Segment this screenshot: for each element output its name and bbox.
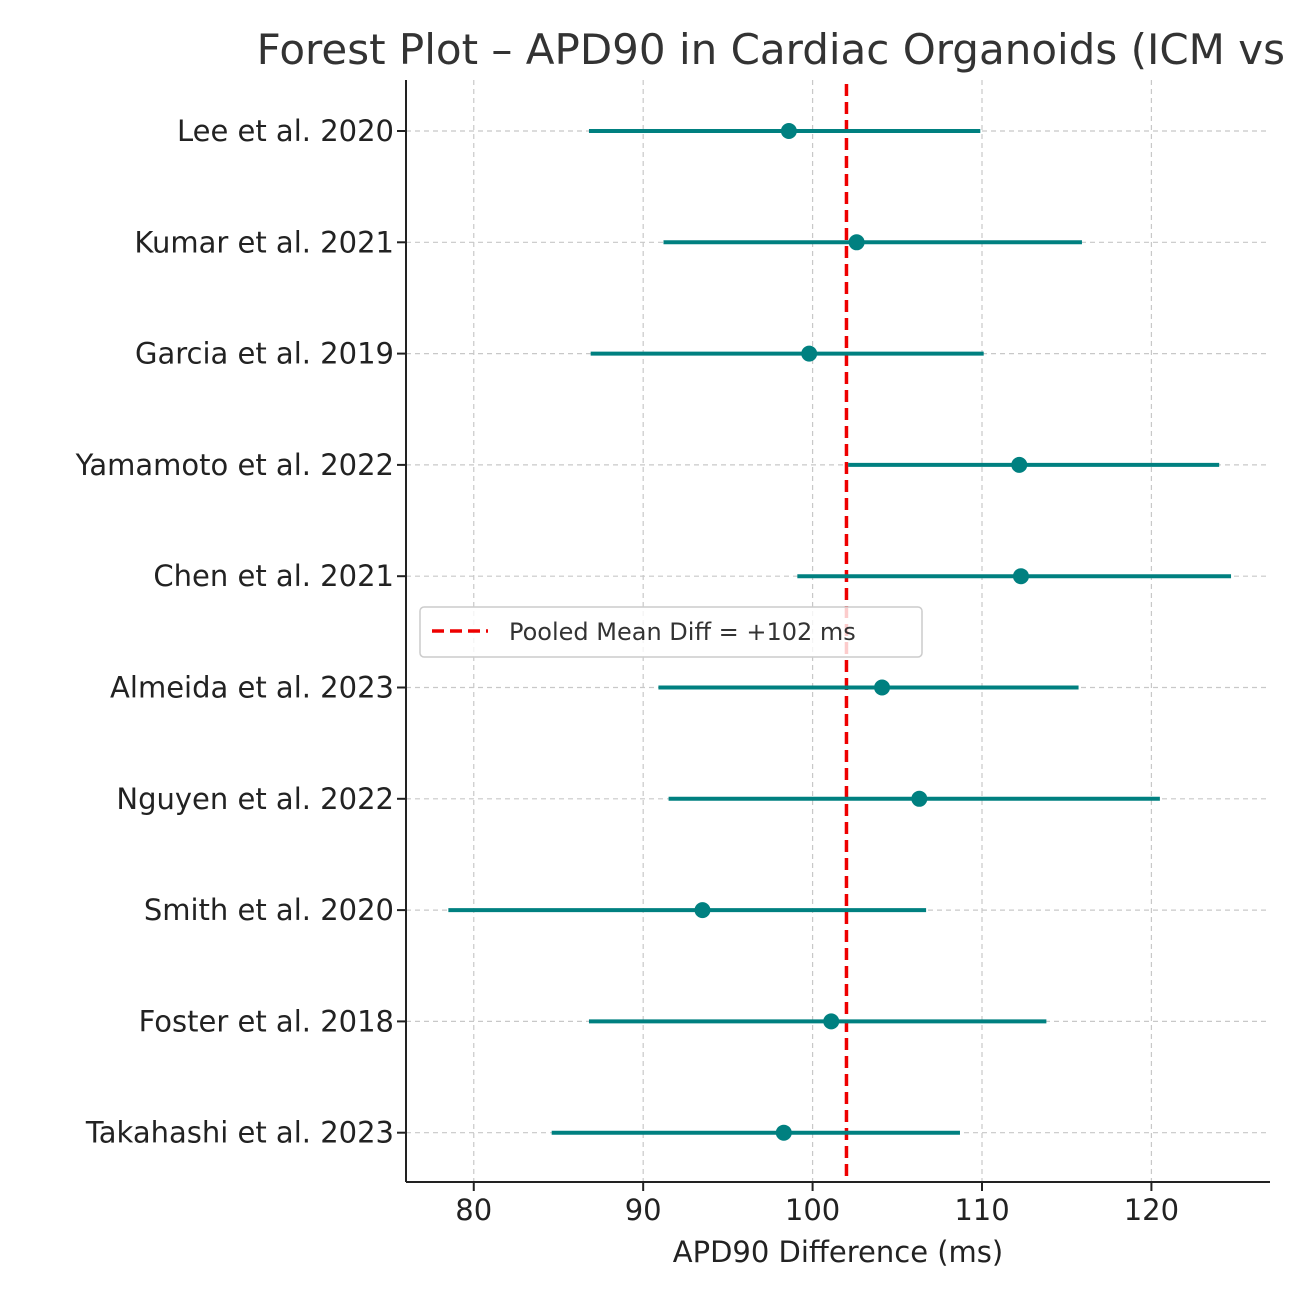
x-tick-label: 80 xyxy=(455,1193,492,1227)
point-estimate xyxy=(1011,456,1028,473)
point-estimate xyxy=(848,234,865,251)
axes: 80 90 100 110 120 Lee et al. 2020 Kumar et al.… xyxy=(75,80,1270,1227)
point-estimate xyxy=(1012,568,1029,585)
legend: Pooled Mean Diff = +102 ms xyxy=(419,606,923,658)
study-label: Garcia et al. 2019 xyxy=(135,337,394,371)
x-tick-label: 120 xyxy=(1124,1193,1179,1227)
study-label: Chen et al. 2021 xyxy=(153,559,394,593)
x-tick-label: 110 xyxy=(954,1193,1009,1227)
point-estimate xyxy=(694,902,711,919)
point-estimate xyxy=(801,345,818,362)
study-label: Almeida et al. 2023 xyxy=(110,671,394,705)
x-axis-label: APD90 Difference (ms) xyxy=(673,1235,1003,1269)
study-label: Takahashi et al. 2023 xyxy=(85,1116,394,1150)
study-rows xyxy=(448,123,1232,1141)
study-label: Yamamoto et al. 2022 xyxy=(75,448,394,482)
point-estimate xyxy=(911,790,928,807)
study-label: Kumar et al. 2021 xyxy=(134,225,394,259)
study-label: Smith et al. 2020 xyxy=(144,893,394,927)
legend-box xyxy=(419,606,923,658)
study-label: Nguyen et al. 2022 xyxy=(116,782,394,816)
point-estimate xyxy=(823,1013,840,1030)
legend-label: Pooled Mean Diff = +102 ms xyxy=(509,618,856,646)
x-tick-label: 100 xyxy=(785,1193,840,1227)
point-estimate xyxy=(874,679,891,696)
x-tick-label: 90 xyxy=(625,1193,662,1227)
chart-title: Forest Plot – APD90 in Cardiac Organoids… xyxy=(257,25,1285,74)
point-estimate xyxy=(780,123,797,139)
point-estimate xyxy=(775,1124,792,1141)
study-label: Foster et al. 2018 xyxy=(139,1004,394,1038)
study-label: Lee et al. 2020 xyxy=(177,114,394,148)
